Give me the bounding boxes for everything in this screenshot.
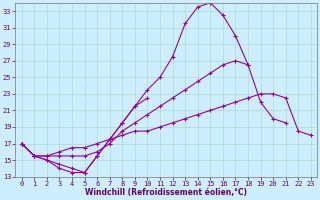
X-axis label: Windchill (Refroidissement éolien,°C): Windchill (Refroidissement éolien,°C): [85, 188, 247, 197]
